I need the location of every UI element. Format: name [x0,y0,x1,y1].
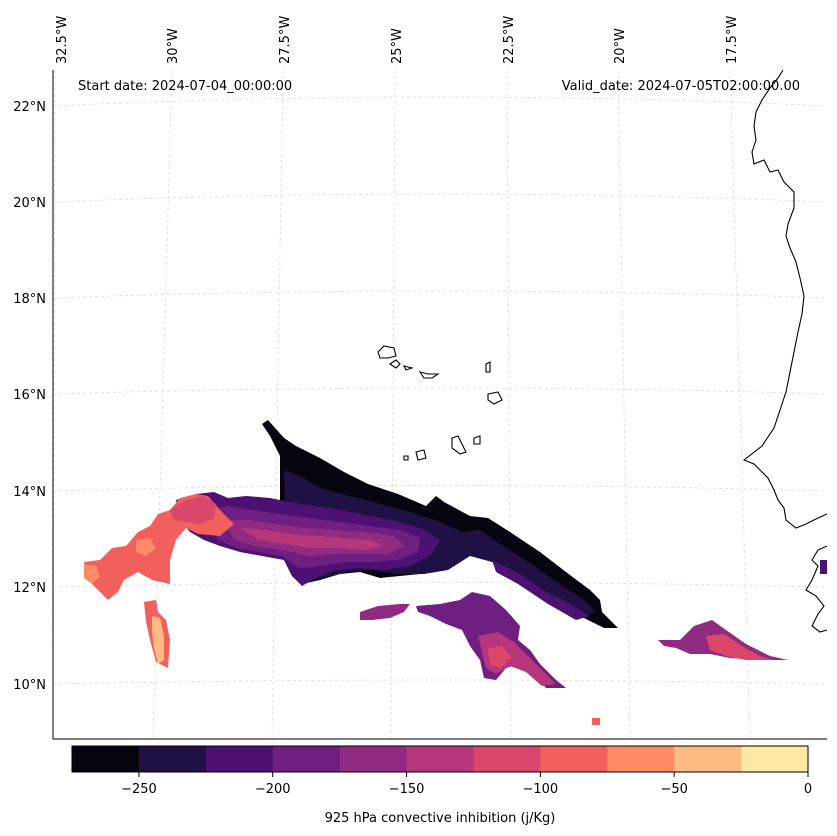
lat-label-2: 18°N [13,292,46,307]
lon-label-0: 32.5°W [55,16,70,64]
island-sao-nicolau [402,365,414,371]
colorbar-tick-label: 0 [804,782,812,797]
island-sal [485,361,491,373]
lon-label-3: 25°W [390,28,405,64]
lat-labels: 22°N 20°N 18°N 16°N 14°N 12°N 10°N [13,100,46,693]
parallel-22n [52,96,828,107]
meridian-20w [617,69,631,739]
colorbar-swatch [138,746,207,772]
contour-band-south-magenta [360,604,410,620]
parallel-12n [52,582,828,588]
parallel-10n [52,679,828,685]
colorbar-tick-label: −50 [660,782,687,797]
africa-coastline [742,69,828,529]
lat-label-0: 22°N [13,100,46,115]
colorbar-swatch [540,746,608,772]
contour-band-south-coral [488,646,512,668]
colorbar-outline [71,745,809,773]
island-sao-vicente [389,359,401,369]
contour-orange-blob [136,538,156,556]
colorbar-swatch [272,746,341,772]
colorbar-swatches [72,746,809,772]
island-santo-antao [377,345,397,359]
contour-pink-inner [240,528,384,550]
colorbar-swatch [607,746,675,772]
colorbar: −250 −200 −150 −100 −50 0 925 hPa convective … [71,745,812,826]
parallel-20n [52,193,828,203]
lat-label-5: 12°N [13,581,46,596]
colorbar-tick-label: −100 [523,782,559,797]
lon-labels: 32.5°W 30°W 27.5°W 25°W 22.5°W 20°W 17.5… [55,16,740,64]
colorbar-swatch [406,746,474,772]
meridian-25w [390,69,396,739]
graticule [52,69,828,739]
contour-speck [592,718,600,725]
coastlines [377,69,828,633]
lat-label-6: 10°N [13,678,46,693]
colorbar-tick-label: −150 [389,782,425,797]
lon-label-6: 17.5°W [725,16,740,64]
parallel-18n [52,290,828,299]
start-date-label: Start date: 2024-07-04_00:00:00 [78,79,292,94]
contour-dark-purple [284,470,596,616]
cin-contours [84,420,827,725]
island-maio [473,435,481,445]
contour-orange-edge [84,564,100,584]
lon-label-4: 22.5°W [502,16,517,64]
colorbar-title: 925 hPa convective inhibition (j/Kg) [325,811,556,826]
parallel-14n [52,485,828,492]
lat-label-3: 16°N [13,388,46,403]
parallel-16n [52,387,828,395]
island-boa-vista [487,391,503,405]
colorbar-swatch [741,746,809,772]
island-fogo [415,449,427,461]
colorbar-swatch [339,746,408,772]
colorbar-swatch [473,746,541,772]
colorbar-tick-label: −200 [255,782,291,797]
contour-coral-west [170,496,216,524]
contour-band-southeast-coral [706,634,772,660]
colorbar-ticks: −250 −200 −150 −100 −50 0 [121,772,812,797]
lon-label-2: 27.5°W [278,16,293,64]
contour-band-south-pink [478,632,556,686]
colorbar-swatch [72,746,140,772]
lat-label-1: 20°N [13,196,46,211]
valid-date-label: Valid_date: 2024-07-05T02:00:00.00 [562,79,800,94]
meridian-27-5w [271,69,284,739]
contour-speck-east [820,560,827,574]
colorbar-swatch [205,746,274,772]
colorbar-swatch [674,746,742,772]
contour-purple-east [492,560,590,620]
island-brava [403,455,409,461]
colorbar-tick-label: −250 [121,782,157,797]
contour-peach-south [152,616,164,664]
island-santiago [451,435,467,455]
lon-label-1: 30°W [166,28,181,64]
africa-coast-south [805,545,828,633]
lat-label-4: 14°N [13,485,46,500]
island-sal-west [418,371,440,379]
lon-label-5: 20°W [613,28,628,64]
